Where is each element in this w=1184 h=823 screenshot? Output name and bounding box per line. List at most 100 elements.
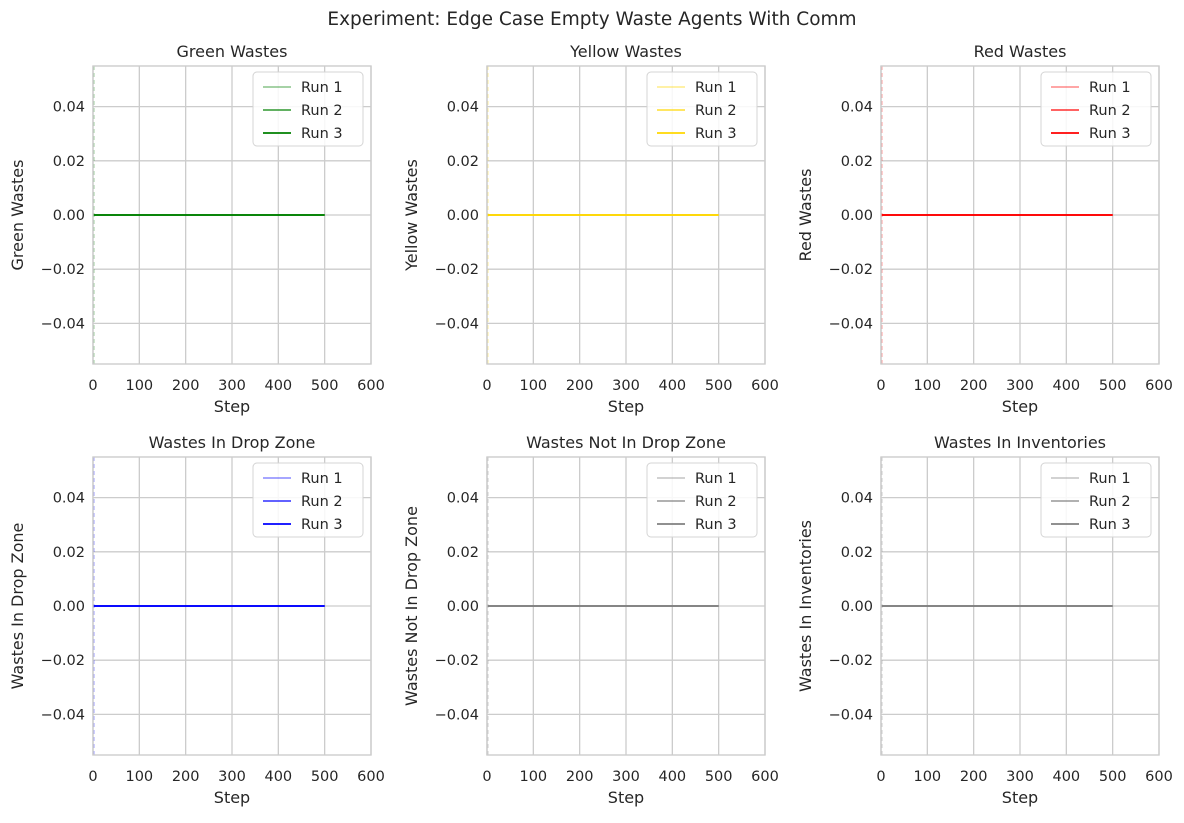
y-tick-label: −0.02: [435, 653, 479, 669]
y-tick-label: 0.04: [841, 100, 873, 116]
x-tick-label: 200: [172, 378, 200, 394]
legend-box: [1040, 71, 1152, 147]
plot-frame: [92, 65, 372, 365]
subplot-5: 0 100 200 300 400 500 600 0.04 0.02 0.00 −0.02 −0.0…: [402, 433, 779, 807]
y-tick-label: −0.04: [41, 707, 85, 723]
y-tick-label: −0.04: [829, 707, 873, 723]
y-tick-label: 0.00: [53, 208, 85, 224]
y-axis-label: Yellow Wastes: [402, 159, 421, 272]
y-tick-label: −0.02: [41, 262, 85, 278]
plot-frame: [880, 65, 1160, 365]
y-tick-label: −0.02: [435, 262, 479, 278]
legend-label: Run 3: [301, 126, 343, 142]
x-tick-label: 400: [264, 769, 292, 785]
x-tick-label: 200: [566, 769, 594, 785]
x-tick-label: 600: [357, 769, 385, 785]
y-axis-label: Green Wastes: [8, 160, 27, 271]
subplot-title: Wastes Not In Drop Zone: [526, 433, 726, 452]
legend-label: Run 2: [301, 103, 343, 119]
x-tick-label: 100: [913, 378, 941, 394]
x-tick-label: 500: [705, 378, 733, 394]
legend-label: Run 1: [1089, 471, 1131, 487]
y-tick-label: 0.00: [841, 208, 873, 224]
y-tick-label: −0.04: [435, 316, 479, 332]
y-tick-label: 0.02: [841, 154, 873, 170]
y-tick-label: 0.02: [447, 154, 479, 170]
y-tick-label: 0.04: [447, 100, 479, 116]
legend-label: Run 1: [1089, 80, 1131, 96]
legend-label: Run 2: [1089, 103, 1131, 119]
y-tick-label: −0.04: [829, 316, 873, 332]
x-tick-label: 0: [876, 769, 885, 785]
x-tick-label: 400: [658, 378, 686, 394]
x-tick-label: 200: [172, 769, 200, 785]
x-tick-label: 0: [876, 378, 885, 394]
legend-label: Run 3: [695, 126, 737, 142]
x-axis-label: Step: [1002, 397, 1038, 416]
x-tick-label: 300: [218, 378, 246, 394]
plot-frame: [880, 456, 1160, 756]
x-tick-label: 600: [751, 378, 779, 394]
y-axis-label: Wastes In Drop Zone: [8, 523, 27, 690]
x-tick-label: 600: [1145, 378, 1173, 394]
subplot-title: Red Wastes: [974, 42, 1067, 61]
x-tick-label: 600: [357, 378, 385, 394]
y-axis-label: Wastes Not In Drop Zone: [402, 506, 421, 706]
y-axis-label: Red Wastes: [796, 169, 815, 262]
y-tick-label: −0.04: [435, 707, 479, 723]
x-tick-label: 0: [482, 378, 491, 394]
x-tick-label: 500: [705, 769, 733, 785]
legend-label: Run 1: [695, 80, 737, 96]
x-axis-label: Step: [608, 397, 644, 416]
x-tick-label: 400: [1052, 769, 1080, 785]
subplot-title: Wastes In Inventories: [934, 433, 1106, 452]
legend-box: [252, 71, 364, 147]
x-tick-label: 500: [1099, 769, 1127, 785]
x-tick-label: 400: [1052, 378, 1080, 394]
legend-label: Run 2: [695, 494, 737, 510]
subplot-1: 0 100 200 300 400 500 600 0.04 0.02 0.00 −0.02 −0.0…: [8, 42, 385, 416]
x-tick-label: 100: [519, 769, 547, 785]
x-tick-label: 300: [612, 769, 640, 785]
legend-box: [646, 71, 758, 147]
legend-label: Run 3: [301, 517, 343, 533]
x-tick-label: 600: [751, 769, 779, 785]
y-tick-label: 0.02: [447, 545, 479, 561]
x-tick-label: 100: [913, 769, 941, 785]
subplot-title: Yellow Wastes: [569, 42, 682, 61]
y-tick-label: 0.00: [447, 208, 479, 224]
legend-box: [646, 462, 758, 538]
x-tick-label: 300: [612, 378, 640, 394]
x-tick-label: 0: [88, 769, 97, 785]
x-tick-label: 500: [311, 378, 339, 394]
legend-box: [252, 462, 364, 538]
y-tick-label: 0.00: [841, 599, 873, 615]
x-tick-label: 300: [218, 769, 246, 785]
y-tick-label: −0.02: [829, 262, 873, 278]
x-tick-label: 500: [1099, 378, 1127, 394]
y-tick-label: 0.02: [53, 154, 85, 170]
x-tick-label: 0: [88, 378, 97, 394]
x-tick-label: 100: [519, 378, 547, 394]
legend-label: Run 3: [695, 517, 737, 533]
legend-label: Run 2: [695, 103, 737, 119]
x-axis-label: Step: [1002, 788, 1038, 807]
figure-title: Experiment: Edge Case Empty Waste Agents…: [327, 9, 856, 30]
legend-box: [1040, 462, 1152, 538]
x-axis-label: Step: [214, 397, 250, 416]
subplot-title: Green Wastes: [177, 42, 288, 61]
legend-label: Run 1: [301, 471, 343, 487]
legend-label: Run 3: [1089, 126, 1131, 142]
x-tick-label: 200: [566, 378, 594, 394]
x-axis-label: Step: [214, 788, 250, 807]
legend-label: Run 2: [1089, 494, 1131, 510]
plot-frame: [486, 65, 766, 365]
y-tick-label: 0.02: [53, 545, 85, 561]
legend-label: Run 3: [1089, 517, 1131, 533]
x-tick-label: 300: [1006, 769, 1034, 785]
legend-label: Run 2: [301, 494, 343, 510]
legend-label: Run 1: [695, 471, 737, 487]
y-tick-label: −0.02: [829, 653, 873, 669]
